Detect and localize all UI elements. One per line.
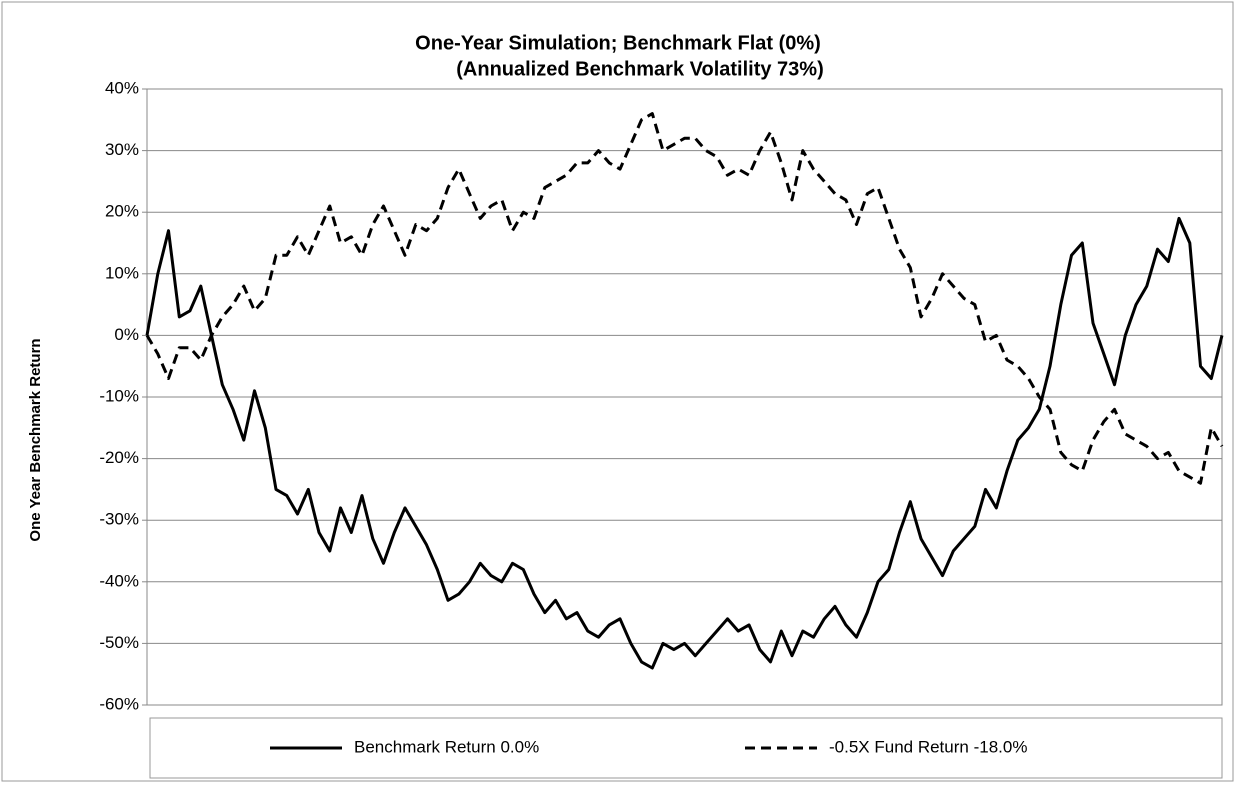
y-tick-label: 30% xyxy=(105,140,139,159)
legend-label: Benchmark Return 0.0% xyxy=(354,737,539,756)
y-tick-label: -30% xyxy=(99,510,139,529)
y-tick-label: 10% xyxy=(105,263,139,282)
y-tick-label: 40% xyxy=(105,78,139,97)
chart-title: One-Year Simulation; Benchmark Flat (0%) xyxy=(415,32,821,54)
series-line xyxy=(145,112,1224,485)
y-tick-label: 0% xyxy=(114,325,139,344)
y-axis-label: One Year Benchmark Return xyxy=(27,338,44,541)
y-tick-label: 20% xyxy=(105,202,139,221)
y-tick-label: -20% xyxy=(99,448,139,467)
chart-subtitle: (Annualized Benchmark Volatility 73%) xyxy=(456,58,824,80)
y-tick-label: -60% xyxy=(99,694,139,713)
y-tick-label: -10% xyxy=(99,386,139,405)
y-tick-label: -50% xyxy=(99,633,139,652)
series-line xyxy=(145,216,1224,670)
y-tick-label: -40% xyxy=(99,571,139,590)
legend-label: -0.5X Fund Return -18.0% xyxy=(829,737,1027,756)
